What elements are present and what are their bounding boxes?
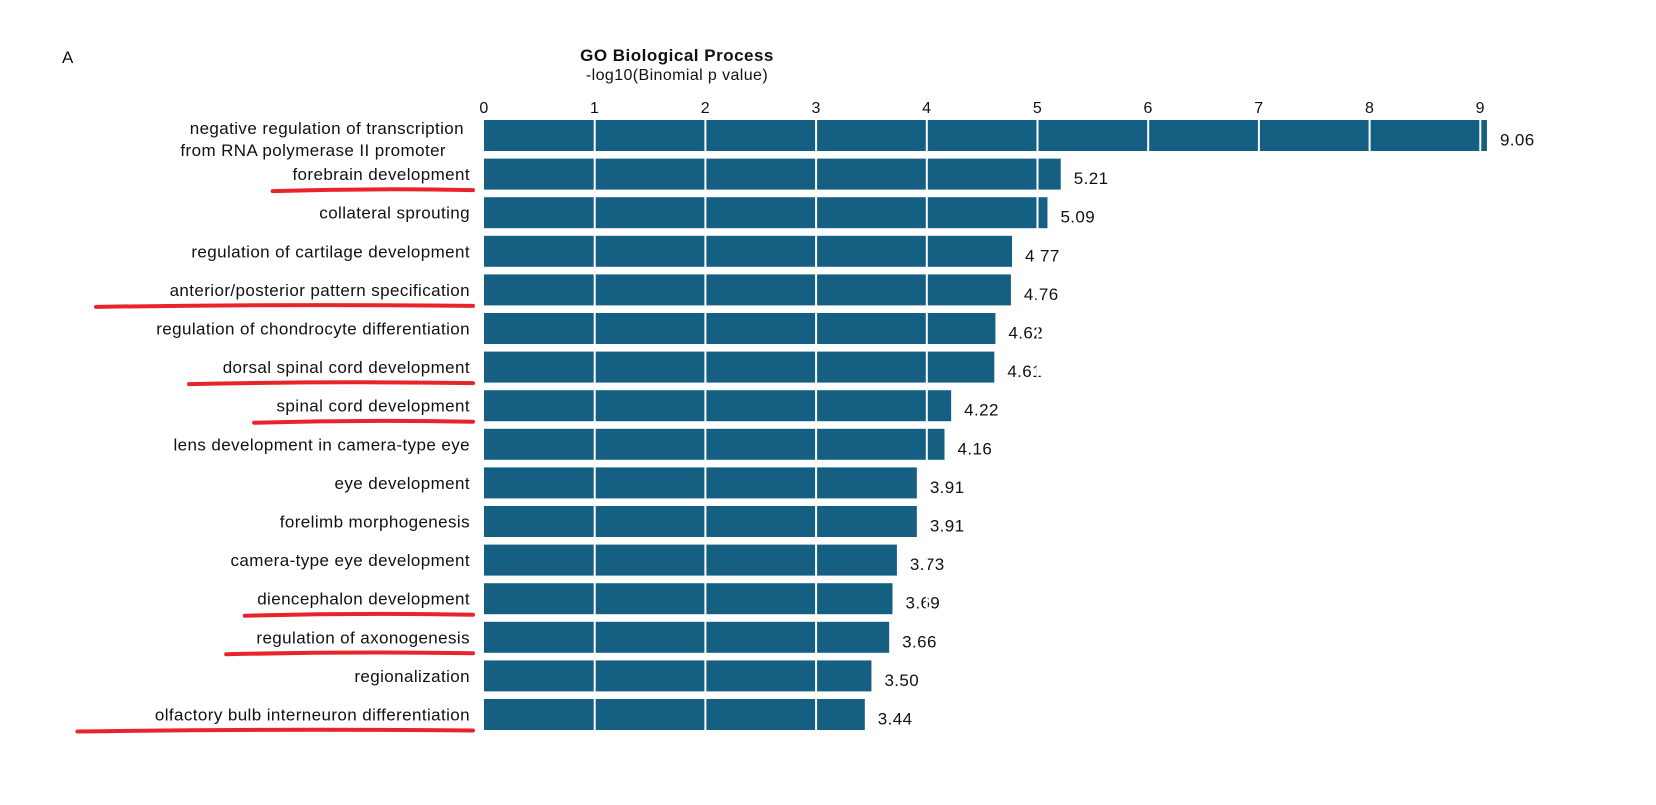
highlight-underline (75, 727, 475, 734)
category-label: forelimb morphogenesis (280, 513, 470, 532)
x-tick-label: 9 (1476, 100, 1485, 117)
category-label: olfactory bulb interneuron differentiati… (155, 706, 470, 725)
category-label: eye development (335, 474, 470, 493)
highlight-underline (187, 380, 475, 387)
category-label: regulation of cartilage development (191, 242, 470, 261)
bar (484, 235, 1013, 267)
bar (484, 699, 865, 730)
value-label: 3.91 (930, 478, 965, 497)
category-label: lens development in camera-type eye (173, 435, 470, 454)
chart-subtitle: -log10(Binomial p value) (585, 67, 769, 84)
value-label: 4.62 (1008, 324, 1043, 343)
value-label: 3.44 (878, 710, 913, 729)
value-label: 4.61 (1007, 362, 1042, 381)
value-label: 3.69 (905, 594, 940, 613)
value-label: 5.09 (1060, 208, 1095, 227)
category-label: from RNA polymerase II promoter (180, 141, 446, 160)
bar (484, 351, 995, 383)
x-tick-label: 1 (590, 100, 599, 117)
highlight-underline (94, 303, 475, 309)
value-label: 4.16 (958, 439, 993, 458)
value-label: 3.91 (930, 517, 965, 536)
value-label: 4.22 (964, 401, 999, 420)
bar (484, 390, 952, 422)
x-tick-label: 5 (1033, 100, 1042, 117)
category-label: spinal cord development (277, 397, 470, 416)
bar (484, 544, 897, 576)
category-label: collateral sprouting (319, 204, 470, 223)
value-label: 5.21 (1074, 169, 1109, 188)
panel-label: A (62, 48, 74, 67)
category-label: regionalization (354, 667, 470, 686)
value-label: 4.77 (1025, 246, 1060, 265)
category-label: regulation of chondrocyte differentiatio… (156, 320, 470, 339)
bar (484, 120, 1487, 151)
value-label: 9.06 (1500, 131, 1535, 150)
bar (484, 506, 917, 537)
bar (484, 583, 893, 615)
x-tick-label: 8 (1365, 100, 1374, 117)
value-label: 3.50 (884, 671, 919, 690)
value-label: 3.66 (902, 632, 937, 651)
highlight-underline (270, 187, 475, 194)
bar (484, 274, 1011, 306)
bar (484, 158, 1061, 190)
category-label: camera-type eye development (231, 551, 470, 570)
highlight-underline (252, 418, 475, 425)
category-label: dorsal spinal cord development (223, 358, 470, 377)
x-tick-label: 3 (811, 100, 820, 117)
category-label: anterior/posterior pattern specification (170, 281, 470, 300)
x-tick-label: 2 (701, 100, 710, 117)
x-tick-label: 7 (1254, 100, 1263, 117)
chart-title: GO Biological Process (580, 46, 774, 65)
bar (484, 660, 872, 692)
category-label: diencephalon development (257, 590, 470, 609)
bar (484, 467, 917, 499)
category-label: negative regulation of transcription (190, 119, 464, 138)
bar (484, 428, 945, 460)
category-label: regulation of axonogenesis (256, 628, 470, 647)
bar (484, 313, 996, 344)
bar (484, 197, 1048, 229)
highlight-underline (224, 650, 475, 657)
category-label: forebrain development (292, 165, 470, 184)
x-tick-label: 4 (922, 100, 931, 117)
x-tick-label: 6 (1144, 100, 1153, 117)
highlight-underline (242, 611, 475, 618)
value-label: 4.76 (1024, 285, 1059, 304)
bar (484, 621, 890, 653)
x-tick-label: 0 (479, 100, 488, 117)
